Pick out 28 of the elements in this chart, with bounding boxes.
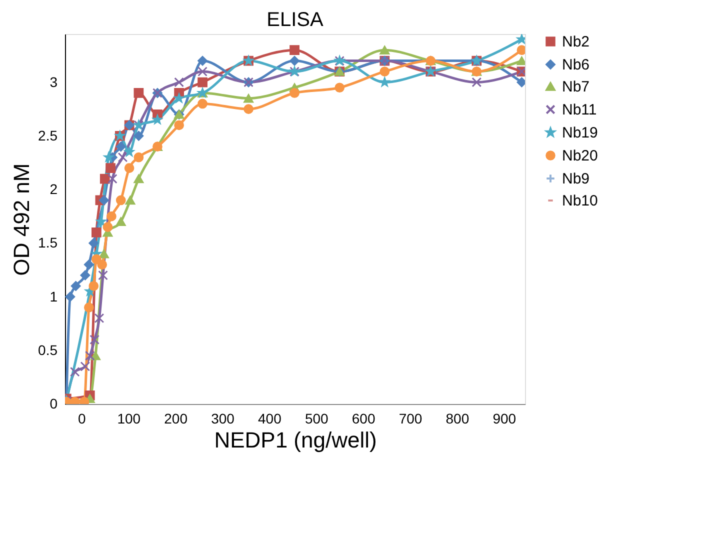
legend-label: Nb9 xyxy=(562,170,590,188)
x-axis-title: NEDP1 (ng/well) xyxy=(214,428,377,452)
x-tick-label: 800 xyxy=(446,410,470,426)
x-tick-label: 500 xyxy=(304,410,329,426)
x-tick-label: 600 xyxy=(352,410,376,426)
legend-label: Nb19 xyxy=(562,124,598,142)
x-tick-label: 200 xyxy=(164,410,188,426)
x-tick-label: 100 xyxy=(117,410,141,426)
y-tick-label: 3 xyxy=(50,74,58,90)
x-tick-label: 700 xyxy=(398,410,422,426)
legend-label: Nb20 xyxy=(562,148,598,164)
y-axis-title: OD 492 nM xyxy=(9,163,34,276)
y-tick-label: 0 xyxy=(50,396,58,412)
legend-label: Nb6 xyxy=(562,56,590,74)
chart-title: ELISA xyxy=(266,9,324,31)
legend-label: Nb2 xyxy=(562,34,590,50)
y-tick-label: 1 xyxy=(50,288,58,304)
x-tick-label: 300 xyxy=(211,410,235,426)
x-tick-label: 0 xyxy=(78,410,86,426)
y-tick-label: 0.5 xyxy=(38,342,58,358)
x-tick-label: 400 xyxy=(258,410,282,426)
y-tick-label: 2.5 xyxy=(38,127,58,144)
y-tick-label: 2 xyxy=(50,181,58,198)
x-tick-label: 900 xyxy=(492,410,516,426)
legend-label: Nb10 xyxy=(562,192,598,210)
legend-label: Nb7 xyxy=(562,78,590,96)
y-tick-label: 1.5 xyxy=(38,234,58,251)
legend-label: Nb11 xyxy=(562,102,597,118)
